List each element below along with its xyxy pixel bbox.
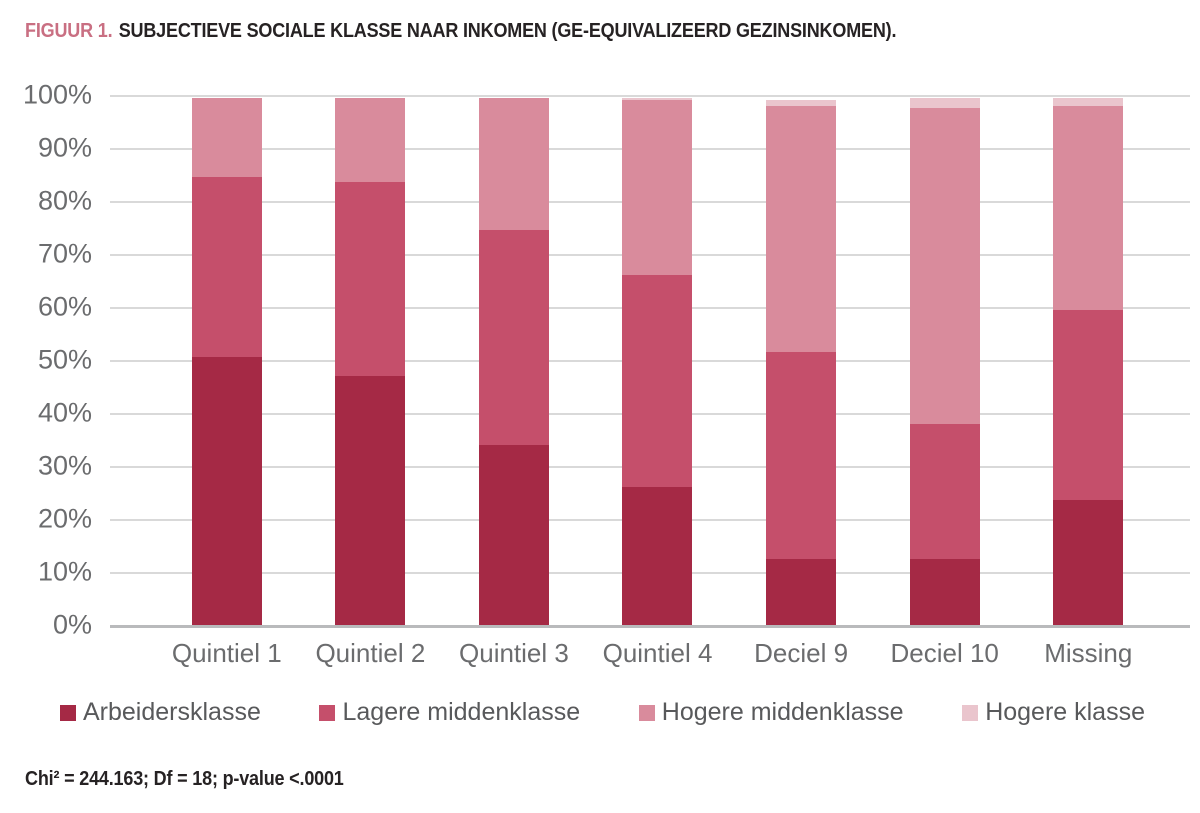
- legend-swatch-icon: [638, 704, 655, 721]
- legend-swatch-icon: [319, 704, 336, 721]
- x-axis-labels: Quintiel 1 Quintiel 2 Quintiel 3 Quintiel 4…: [110, 638, 1190, 669]
- legend-swatch-icon: [60, 704, 76, 721]
- segment-lagere-middenklasse: [622, 275, 693, 488]
- bar-deciel-9: [766, 95, 837, 625]
- y-tick-label-0: 0%: [52, 609, 92, 640]
- y-tick-label-10: 10%: [37, 556, 92, 587]
- segment-lagere-middenklasse: [191, 177, 262, 358]
- segment-hogere-klasse: [622, 97, 693, 101]
- legend-item-hogere-middenklasse: Hogere middenklasse: [638, 698, 904, 727]
- plot-area: 0% 10% 20% 30% 40% 50% 60% 70% 80% 90% 100%: [23, 81, 1190, 638]
- segment-hogere-klasse: [909, 97, 980, 109]
- y-tick-label-80: 80%: [37, 185, 92, 216]
- segment-hogere-middenklasse: [478, 97, 549, 231]
- legend-label: Hogere middenklasse: [661, 698, 904, 726]
- segment-hogere-middenklasse: [1053, 105, 1124, 310]
- x-label-deciel-10: Deciel 10: [890, 638, 999, 668]
- bar-missing: [1053, 95, 1124, 625]
- segment-hogere-middenklasse: [909, 108, 980, 424]
- x-label-deciel-9: Deciel 9: [754, 638, 849, 668]
- segment-hogere-middenklasse: [335, 97, 406, 183]
- chart-title-prefix: FIGUUR 1.: [25, 20, 113, 42]
- y-tick-label-40: 40%: [37, 397, 92, 428]
- y-tick-label-70: 70%: [37, 238, 92, 269]
- segment-arbeidersklasse: [909, 558, 980, 625]
- legend-swatch-icon: [962, 704, 979, 721]
- segment-arbeidersklasse: [622, 487, 693, 625]
- segment-lagere-middenklasse: [909, 423, 980, 559]
- bars-container: [110, 95, 1190, 625]
- segment-lagere-middenklasse: [1053, 309, 1124, 501]
- segment-hogere-middenklasse: [191, 97, 262, 178]
- bar-quintiel-1: [191, 95, 262, 625]
- x-label-quintiel-3: Quintiel 3: [459, 638, 569, 668]
- x-label-missing: Missing: [1044, 638, 1133, 668]
- y-tick-label-60: 60%: [37, 291, 92, 322]
- chart-title-text: SUBJECTIEVE SOCIALE KLASSE NAAR INKOMEN …: [118, 20, 897, 42]
- statistics-footnote: Chi² = 244.163; Df = 18; p-value <.0001: [25, 768, 344, 790]
- x-label-quintiel-2: Quintiel 2: [315, 638, 426, 668]
- segment-hogere-klasse: [766, 100, 837, 106]
- y-tick-label-100: 100%: [22, 79, 92, 110]
- segment-hogere-middenklasse: [622, 100, 693, 276]
- bar-deciel-10: [909, 95, 980, 625]
- segment-hogere-middenklasse: [766, 105, 837, 353]
- legend-item-lagere-middenklasse: Lagere middenklasse: [319, 698, 580, 727]
- segment-arbeidersklasse: [766, 558, 837, 625]
- legend-label: Arbeidersklasse: [83, 698, 261, 726]
- y-tick-label-90: 90%: [37, 132, 92, 163]
- legend-item-hogere-klasse: Hogere klasse: [962, 698, 1145, 727]
- chart-title: FIGUUR 1. SUBJECTIEVE SOCIALE KLASSE NAAR…: [25, 20, 896, 43]
- y-tick-label-30: 30%: [37, 450, 92, 481]
- y-tick-label-50: 50%: [37, 344, 92, 375]
- legend: Arbeidersklasse Lagere middenklasse Hogere…: [0, 698, 1200, 727]
- bar-quintiel-2: [335, 95, 406, 625]
- segment-lagere-middenklasse: [478, 230, 549, 445]
- segment-arbeidersklasse: [191, 357, 262, 625]
- x-label-quintiel-4: Quintiel 4: [602, 638, 713, 668]
- segment-arbeidersklasse: [1053, 500, 1124, 625]
- y-tick-label-20: 20%: [37, 503, 92, 534]
- segment-arbeidersklasse: [478, 444, 549, 625]
- x-label-quintiel-1: Quintiel 1: [171, 638, 282, 668]
- legend-label: Hogere klasse: [985, 698, 1145, 726]
- x-axis-line: [110, 625, 1190, 628]
- legend-label: Lagere middenklasse: [342, 698, 581, 726]
- segment-hogere-klasse: [1053, 97, 1124, 106]
- bar-quintiel-4: [622, 95, 693, 625]
- segment-arbeidersklasse: [335, 375, 406, 625]
- legend-item-arbeidersklasse: Arbeidersklasse: [60, 698, 261, 727]
- bar-quintiel-3: [478, 95, 549, 625]
- gridline-100: [110, 95, 1190, 97]
- segment-lagere-middenklasse: [335, 182, 406, 376]
- segment-lagere-middenklasse: [766, 352, 837, 559]
